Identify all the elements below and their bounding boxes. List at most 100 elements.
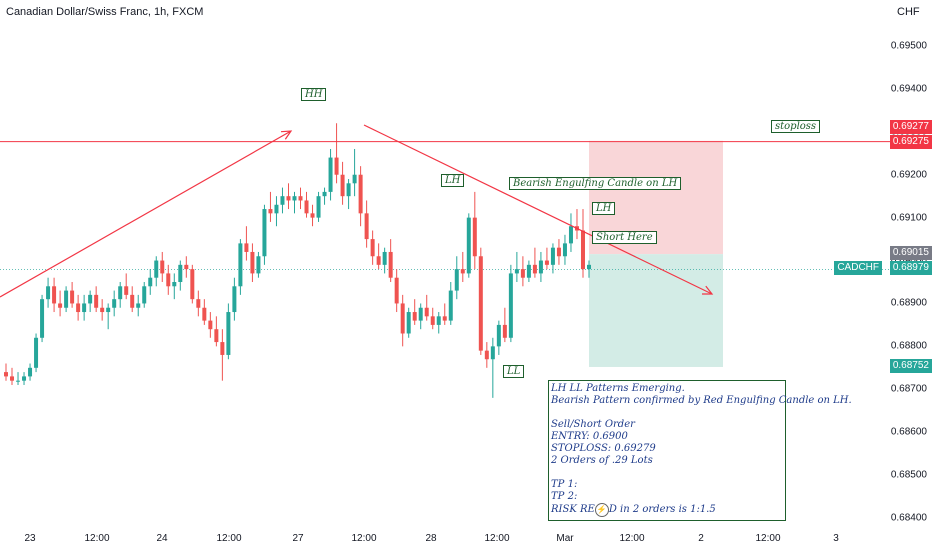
candle-body[interactable] <box>292 196 297 201</box>
candle-body[interactable] <box>442 316 447 321</box>
candle-body[interactable] <box>352 174 357 184</box>
candle-body[interactable] <box>4 372 8 377</box>
uptrend-arrow[interactable] <box>0 130 293 298</box>
candle-body[interactable] <box>220 342 225 355</box>
candle-body[interactable] <box>376 256 381 265</box>
candle-body[interactable] <box>412 312 417 321</box>
candle-body[interactable] <box>478 256 483 351</box>
candle-body[interactable] <box>280 196 285 205</box>
candle-body[interactable] <box>202 307 207 321</box>
candle-body[interactable] <box>466 217 471 274</box>
candle-body[interactable] <box>172 282 177 287</box>
candle-body[interactable] <box>190 269 195 300</box>
candle-body[interactable] <box>472 217 477 257</box>
candle-body[interactable] <box>76 303 81 313</box>
candle-body[interactable] <box>184 264 189 270</box>
candle-body[interactable] <box>70 290 75 304</box>
candle-body[interactable] <box>196 299 201 308</box>
candle-body[interactable] <box>364 213 369 240</box>
candle-body[interactable] <box>587 264 591 270</box>
hh-label[interactable]: HH <box>301 88 327 101</box>
candle-body[interactable] <box>130 294 135 308</box>
candle-body[interactable] <box>250 251 255 274</box>
candle-body[interactable] <box>544 260 549 265</box>
candle-body[interactable] <box>22 376 27 381</box>
profit-target-zone[interactable] <box>589 254 723 367</box>
stoploss-label[interactable]: stoploss <box>771 120 821 133</box>
candle-body[interactable] <box>226 312 231 355</box>
candle-body[interactable] <box>508 273 513 338</box>
candle-body[interactable] <box>148 277 153 287</box>
candle-body[interactable] <box>484 350 489 360</box>
downtrend-arrow[interactable] <box>363 124 714 295</box>
candle-body[interactable] <box>514 269 519 274</box>
candle-body[interactable] <box>370 239 375 257</box>
candle-body[interactable] <box>208 320 213 330</box>
candle-body[interactable] <box>526 264 531 278</box>
candle-body[interactable] <box>568 226 573 244</box>
candle-body[interactable] <box>316 196 321 218</box>
candle-body[interactable] <box>502 324 507 338</box>
candle-body[interactable] <box>388 251 393 278</box>
short-here-label[interactable]: Short Here <box>592 231 657 244</box>
candle-body[interactable] <box>382 251 387 265</box>
candle-body[interactable] <box>436 316 441 325</box>
candle-body[interactable] <box>58 303 63 308</box>
candle-body[interactable] <box>268 209 273 214</box>
lightning-icon[interactable]: ⚡ <box>594 503 609 517</box>
candle-body[interactable] <box>142 286 147 304</box>
candle-body[interactable] <box>430 316 435 325</box>
candle-body[interactable] <box>100 307 105 313</box>
candle-body[interactable] <box>154 260 159 278</box>
candle-body[interactable] <box>310 213 315 218</box>
candle-body[interactable] <box>538 260 543 274</box>
candle-body[interactable] <box>178 264 183 282</box>
lh-label-right[interactable]: LH <box>592 202 616 215</box>
candle-body[interactable] <box>106 307 111 313</box>
candle-body[interactable] <box>256 256 261 274</box>
trade-note-box[interactable]: LH LL Patterns Emerging. Bearish Pattern… <box>548 380 852 521</box>
candle-body[interactable] <box>532 264 537 274</box>
candle-body[interactable] <box>418 307 423 321</box>
candle-body[interactable] <box>16 380 21 382</box>
candle-body[interactable] <box>286 196 291 201</box>
candle-body[interactable] <box>232 286 237 313</box>
candle-body[interactable] <box>274 204 279 214</box>
candle-body[interactable] <box>52 286 57 304</box>
candle-body[interactable] <box>10 376 15 381</box>
ll-label[interactable]: LL <box>503 365 525 378</box>
candle-body[interactable] <box>520 269 525 278</box>
candle-body[interactable] <box>34 337 39 368</box>
candle-body[interactable] <box>496 324 501 347</box>
candle-body[interactable] <box>334 157 339 175</box>
candle-body[interactable] <box>262 209 267 257</box>
candle-body[interactable] <box>136 303 141 308</box>
candle-body[interactable] <box>550 247 555 265</box>
candle-body[interactable] <box>358 174 363 214</box>
candle-body[interactable] <box>214 329 219 343</box>
candle-body[interactable] <box>64 290 69 308</box>
candle-body[interactable] <box>94 294 99 308</box>
candle-body[interactable] <box>82 303 87 313</box>
candle-body[interactable] <box>340 174 345 197</box>
candle-body[interactable] <box>406 312 411 334</box>
candle-body[interactable] <box>298 196 303 201</box>
candle-body[interactable] <box>454 269 459 291</box>
candle-body[interactable] <box>28 367 33 377</box>
candle-body[interactable] <box>40 299 45 338</box>
candle-body[interactable] <box>394 277 399 304</box>
candle-body[interactable] <box>238 243 243 287</box>
candle-body[interactable] <box>166 273 171 287</box>
candle-body[interactable] <box>160 260 165 274</box>
candle-body[interactable] <box>562 243 567 257</box>
candle-body[interactable] <box>304 200 309 214</box>
candle-body[interactable] <box>244 243 249 252</box>
candle-body[interactable] <box>328 157 333 192</box>
candle-body[interactable] <box>118 286 123 300</box>
candle-body[interactable] <box>556 247 561 257</box>
candle-body[interactable] <box>46 286 51 300</box>
candle-body[interactable] <box>400 303 405 334</box>
candle-body[interactable] <box>448 290 453 321</box>
lh-label-left[interactable]: LH <box>441 174 465 187</box>
